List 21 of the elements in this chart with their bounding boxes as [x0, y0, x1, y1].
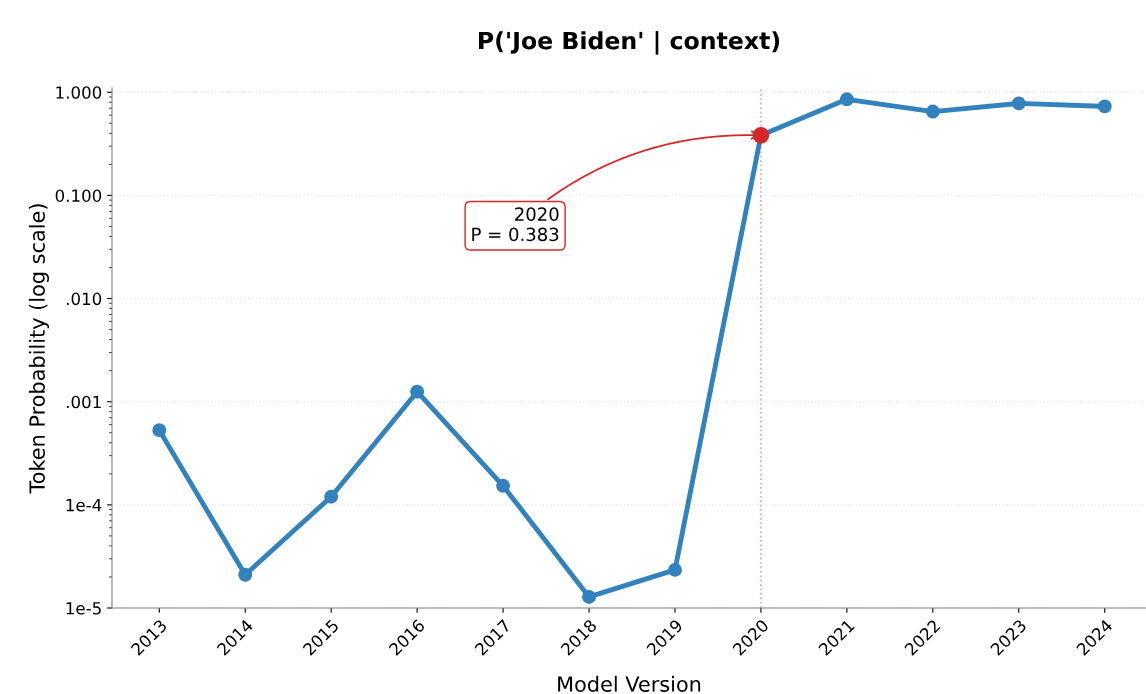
y-tick-label: 1e-4: [66, 499, 102, 512]
y-tick-label: 1.000: [56, 86, 102, 99]
point: [238, 567, 253, 582]
point: [1011, 96, 1026, 111]
point: [668, 562, 682, 577]
point: [839, 92, 854, 107]
point: [925, 104, 940, 119]
point: [410, 384, 425, 399]
y-tick-label: 0.100: [55, 189, 102, 202]
point: [324, 489, 339, 504]
point: [582, 589, 596, 604]
x-axis-title: Model Version: [558, 675, 701, 692]
point: [1097, 99, 1112, 114]
point: [496, 478, 511, 493]
y-tick-label: .001: [66, 395, 101, 409]
point: [152, 423, 167, 438]
y-axis-title: Token Probability (log scale): [28, 204, 50, 494]
y-tick-label: 1e-5: [66, 602, 101, 615]
annotation: 2020 P = 0.383: [472, 207, 559, 242]
chart-title: P('Joe Biden' | context): [479, 31, 780, 55]
y-tick-label: .010: [66, 292, 102, 306]
